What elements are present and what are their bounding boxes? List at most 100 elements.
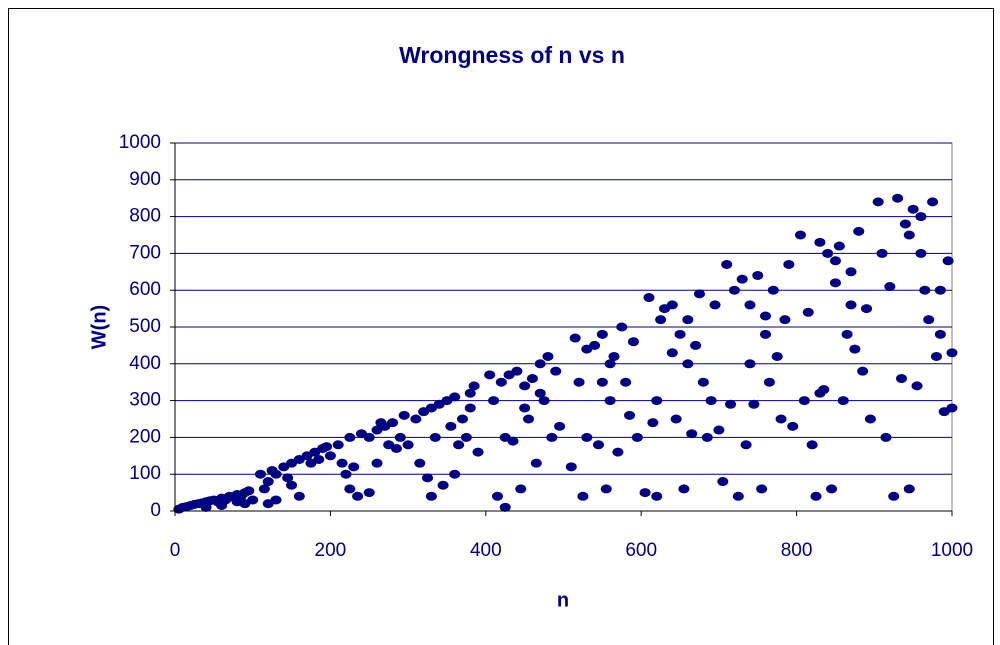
point <box>363 432 375 442</box>
point <box>200 502 212 512</box>
point <box>880 432 892 442</box>
point <box>437 480 449 490</box>
point <box>787 421 799 431</box>
point <box>375 418 387 428</box>
x-tick-label: 600 <box>625 540 657 561</box>
point <box>216 500 228 510</box>
y-tick-label: 900 <box>129 169 161 190</box>
point <box>348 462 360 472</box>
point <box>538 396 550 406</box>
point <box>814 388 826 398</box>
x-axis-title: n <box>557 589 569 611</box>
point <box>872 197 884 207</box>
point <box>340 469 352 479</box>
point <box>806 440 818 450</box>
point <box>282 473 294 483</box>
point <box>690 340 702 350</box>
x-tick-label: 800 <box>781 540 813 561</box>
point <box>760 311 772 321</box>
point <box>573 377 585 387</box>
point <box>861 304 873 314</box>
point <box>744 300 756 310</box>
point <box>798 396 810 406</box>
point <box>923 315 935 325</box>
point <box>604 396 616 406</box>
point <box>453 440 465 450</box>
point <box>946 403 958 413</box>
point <box>771 351 783 361</box>
point <box>464 403 476 413</box>
point <box>756 484 768 494</box>
point <box>779 315 791 325</box>
point <box>484 370 496 380</box>
point <box>546 432 558 442</box>
point <box>701 432 713 442</box>
point <box>647 418 659 428</box>
point <box>596 377 608 387</box>
point <box>495 377 507 387</box>
point <box>258 484 270 494</box>
point <box>919 285 931 295</box>
point <box>693 289 705 299</box>
y-tick-label: 1000 <box>119 132 161 153</box>
point <box>519 381 531 391</box>
point <box>895 374 907 384</box>
point <box>414 458 426 468</box>
y-tick-label: 700 <box>129 242 161 263</box>
point <box>332 440 344 450</box>
point <box>577 491 589 501</box>
point <box>845 300 857 310</box>
point <box>826 484 838 494</box>
point <box>732 491 744 501</box>
point <box>534 388 546 398</box>
point <box>760 329 772 339</box>
y-tick-label: 300 <box>129 390 161 411</box>
point <box>394 432 406 442</box>
point <box>709 300 721 310</box>
ticks: 0 100 200 300 400 500 600 700 800 900 1000 0 200 400 6… <box>119 132 973 561</box>
point <box>643 293 655 303</box>
point <box>321 442 333 452</box>
point <box>651 396 663 406</box>
point <box>565 462 577 472</box>
point <box>410 414 422 424</box>
point <box>600 484 612 494</box>
point <box>596 329 608 339</box>
point <box>627 337 639 347</box>
point <box>631 432 643 442</box>
point <box>697 377 709 387</box>
point <box>639 488 651 498</box>
point <box>864 414 876 424</box>
point <box>666 300 678 310</box>
point <box>915 212 927 222</box>
point <box>464 388 476 398</box>
point <box>449 469 461 479</box>
point <box>363 488 375 498</box>
point <box>857 366 869 376</box>
point <box>608 351 620 361</box>
point <box>604 359 616 369</box>
point <box>927 197 939 207</box>
point <box>686 429 698 439</box>
point <box>721 259 733 269</box>
point <box>387 418 399 428</box>
point <box>670 414 682 424</box>
x-tick-label: 200 <box>315 540 347 561</box>
point <box>515 484 527 494</box>
point <box>262 499 274 509</box>
point <box>616 322 628 332</box>
point <box>717 477 729 487</box>
point <box>422 473 434 483</box>
point <box>833 241 845 251</box>
point <box>725 399 737 409</box>
point <box>907 204 919 214</box>
point <box>488 396 500 406</box>
point <box>934 285 946 295</box>
point <box>550 366 562 376</box>
point <box>802 307 814 317</box>
point <box>946 348 958 358</box>
point <box>344 432 356 442</box>
point <box>655 315 667 325</box>
point <box>243 486 255 496</box>
point <box>651 491 663 501</box>
